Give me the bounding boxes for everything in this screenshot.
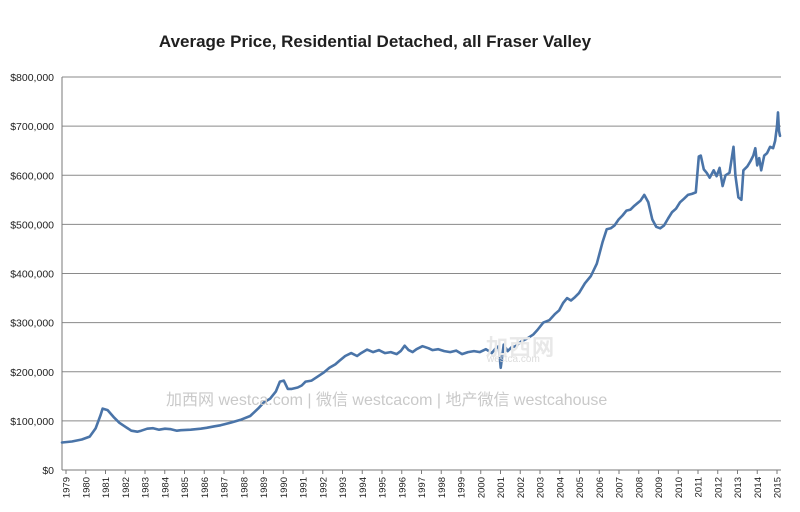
x-tick-label: 1987: [220, 477, 231, 498]
x-tick-label: 2012: [713, 477, 724, 498]
x-tick-label: 1997: [417, 477, 428, 498]
series-layer: [60, 111, 782, 444]
x-tick-label: 1983: [141, 477, 152, 498]
x-tick-label: 1989: [259, 477, 270, 498]
y-tick-label: $600,000: [10, 170, 54, 182]
x-tick-label: 1982: [121, 477, 132, 498]
y-tick-label: $300,000: [10, 318, 54, 330]
x-tick-label: 1985: [180, 477, 191, 498]
x-tick-label: 2003: [536, 477, 547, 498]
x-tick-label: 1979: [62, 477, 73, 498]
x-tick-label: 2005: [575, 477, 586, 498]
x-tick-label: 1998: [437, 477, 448, 498]
x-tick-label: 1990: [279, 477, 290, 498]
x-tick-label: 2011: [694, 477, 705, 497]
y-tick-label: $100,000: [10, 416, 54, 428]
x-tick-label: 2001: [496, 477, 507, 498]
x-tick-label: 2014: [753, 477, 764, 498]
x-tick-label: 1988: [239, 477, 250, 498]
y-tick-label: $500,000: [10, 219, 54, 231]
x-tick-label: 1995: [378, 477, 389, 498]
watermark-logo: 加西网: [486, 335, 556, 360]
x-tick-label: 2006: [595, 477, 606, 498]
watermark-text: 加西网 westca.com | 微信 westcacom | 地产微信 wes…: [166, 392, 608, 409]
x-tick-label: 1993: [338, 477, 349, 498]
x-tick-label: 2000: [476, 477, 487, 498]
y-tick-label: $400,000: [10, 269, 54, 281]
axes: [61, 77, 781, 474]
x-tick-label: 2002: [516, 477, 527, 498]
x-tick-label: 2015: [773, 477, 784, 498]
x-tick-label: 1992: [318, 477, 329, 498]
x-tick-label: 1999: [457, 477, 468, 498]
x-tick-label: 2013: [733, 477, 744, 498]
gridlines: [62, 76, 781, 422]
y-tick-label: $200,000: [10, 367, 54, 379]
x-tick-label: 2004: [555, 477, 566, 498]
x-tick-label: 1996: [397, 477, 408, 498]
x-tick-label: 1981: [101, 477, 112, 498]
x-tick-label: 1986: [200, 477, 211, 498]
x-tick-label: 2009: [654, 477, 665, 498]
y-tick-label: $700,000: [10, 121, 54, 133]
x-tick-label: 2007: [615, 477, 626, 498]
x-tick-label: 1984: [160, 477, 171, 498]
series-line-average-price: [60, 111, 782, 444]
watermark-logo-sub: westca.com: [487, 354, 540, 365]
x-tick-label: 2008: [634, 477, 645, 498]
chart-title: Average Price, Residential Detached, all…: [158, 32, 592, 51]
y-tick-label: $800,000: [10, 72, 54, 84]
x-axis-tick-labels: 1979 1980 1981 1982 1983 1984 1985 1986 1987 1988…: [62, 477, 784, 498]
x-tick-label: 1991: [299, 477, 310, 498]
y-tick-label: $0: [42, 465, 54, 477]
x-tick-label: 1980: [81, 477, 92, 498]
x-tick-label: 1994: [358, 477, 369, 498]
x-tick-label: 2010: [674, 477, 685, 498]
y-axis-tick-labels: $0 $100,000 $200,000 $300,000 $400,000 $500,0…: [10, 72, 54, 477]
